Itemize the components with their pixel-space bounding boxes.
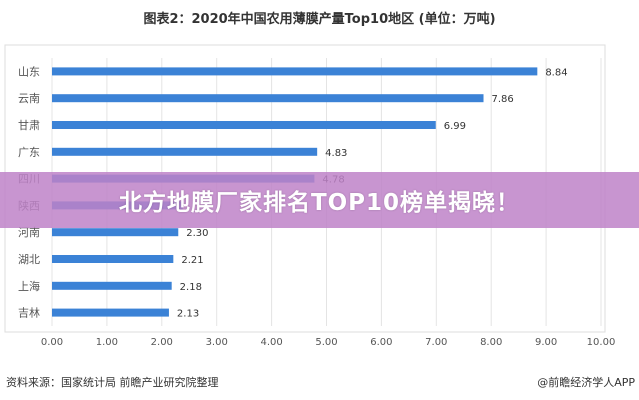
x-tick-label: 2.00 bbox=[151, 337, 173, 348]
x-tick-label: 5.00 bbox=[315, 337, 337, 348]
x-tick-label: 8.00 bbox=[480, 337, 502, 348]
x-tick-label: 10.00 bbox=[587, 337, 616, 348]
bar bbox=[52, 308, 169, 317]
bar bbox=[52, 147, 318, 156]
banner-text: 北方地膜厂家排名TOP10榜单揭晓！ bbox=[118, 190, 521, 216]
data-label: 2.13 bbox=[177, 309, 199, 320]
bar bbox=[52, 94, 484, 103]
bar bbox=[52, 67, 538, 76]
data-label: 4.83 bbox=[325, 148, 347, 159]
data-label: 2.21 bbox=[181, 255, 203, 266]
data-label: 8.84 bbox=[545, 67, 567, 78]
data-label: 7.86 bbox=[492, 94, 514, 105]
source-note: 资料来源：国家统计局 前瞻产业研究院整理 bbox=[6, 376, 219, 389]
bar bbox=[52, 255, 174, 263]
data-label: 6.99 bbox=[444, 121, 466, 132]
credit-note: @前瞻经济学人APP bbox=[537, 376, 635, 389]
category-label: 湖北 bbox=[18, 253, 40, 266]
data-label: 2.30 bbox=[186, 228, 208, 239]
x-tick-label: 9.00 bbox=[535, 337, 557, 348]
category-label: 吉林 bbox=[18, 306, 40, 320]
x-tick-label: 4.00 bbox=[260, 337, 282, 348]
x-tick-label: 6.00 bbox=[370, 337, 392, 348]
data-label: 2.18 bbox=[180, 282, 202, 293]
category-label: 广东 bbox=[18, 146, 40, 159]
category-label: 河南 bbox=[18, 226, 40, 239]
bar bbox=[52, 228, 179, 237]
x-tick-label: 3.00 bbox=[206, 337, 228, 348]
bar bbox=[52, 281, 172, 290]
headline-banner: 北方地膜厂家排名TOP10榜单揭晓！ bbox=[0, 172, 639, 228]
category-label: 云南 bbox=[18, 92, 40, 105]
category-label: 山东 bbox=[18, 65, 40, 78]
x-tick-label: 0.00 bbox=[41, 337, 63, 348]
category-label: 上海 bbox=[18, 279, 40, 293]
chart-title: 图表2：2020年中国农用薄膜产量Top10地区 (单位：万吨) bbox=[143, 12, 496, 27]
category-label: 甘肃 bbox=[18, 119, 40, 132]
x-tick-label: 7.00 bbox=[425, 337, 447, 348]
bar bbox=[52, 121, 436, 129]
x-tick-label: 1.00 bbox=[96, 337, 118, 348]
